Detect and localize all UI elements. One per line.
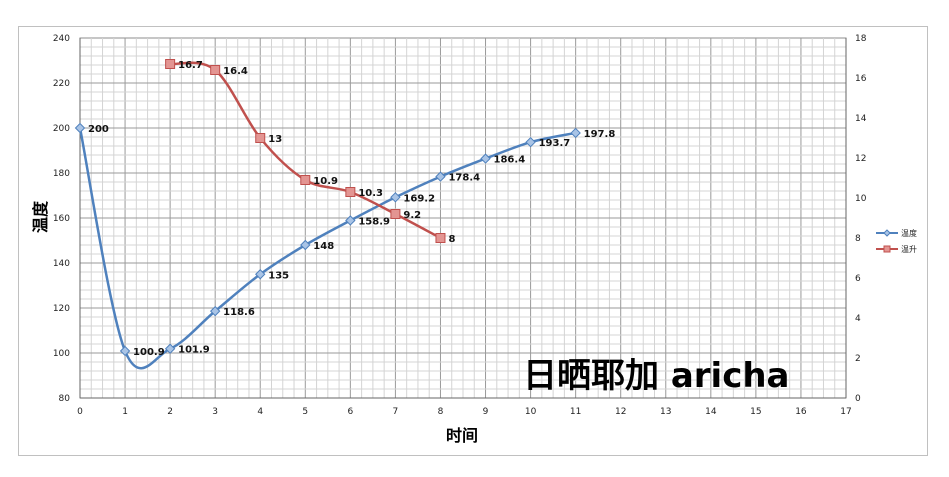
x-tick-label: 12 bbox=[615, 407, 626, 417]
temp-rise-point bbox=[345, 187, 356, 197]
temp-rise-data-label: 16.4 bbox=[223, 66, 248, 77]
temp-rise-point bbox=[435, 233, 446, 243]
y-tick-label: 180 bbox=[53, 169, 70, 179]
temperature-point bbox=[345, 215, 356, 226]
temperature-point bbox=[74, 122, 86, 134]
y-tick-label: 200 bbox=[53, 124, 70, 134]
y2-tick-label: 16 bbox=[855, 74, 867, 84]
y2-tick-label: 4 bbox=[855, 314, 861, 324]
x-tick-label: 2 bbox=[167, 407, 173, 417]
temperature-point bbox=[390, 192, 401, 203]
x-tick-label: 11 bbox=[570, 407, 581, 417]
y2-tick-label: 8 bbox=[855, 234, 861, 244]
chart-frame: 0 1 2 3 4 5 6 7 8 9 10 11 12 13 14 15 16 17 80 100 120 140 160… bbox=[18, 26, 928, 456]
y-tick-label: 120 bbox=[53, 304, 70, 314]
temperature-data-label: 135 bbox=[268, 270, 289, 281]
temp-rise-point bbox=[390, 209, 401, 219]
x-tick-label: 13 bbox=[660, 407, 671, 417]
temperature-point bbox=[300, 239, 311, 251]
temp-rise-data-label: 10.3 bbox=[358, 188, 383, 199]
temp-rise-data-label: 10.9 bbox=[313, 176, 338, 187]
x-tick-label: 8 bbox=[438, 407, 444, 417]
temp-rise-point bbox=[300, 175, 311, 185]
temperature-data-label: 158.9 bbox=[358, 216, 390, 227]
temperature-point bbox=[570, 127, 581, 139]
legend-label-temp-rise: 温升 bbox=[901, 245, 917, 254]
y-axis-label: 温度 bbox=[31, 200, 50, 234]
temperature-point bbox=[480, 153, 491, 164]
y-tick-label: 80 bbox=[59, 394, 71, 404]
temp-rise-point bbox=[255, 133, 266, 143]
temperature-data-label: 101.9 bbox=[178, 345, 210, 356]
y-tick-label: 220 bbox=[53, 79, 70, 89]
y-tick-label: 240 bbox=[53, 34, 70, 44]
temperature-data-label: 193.7 bbox=[539, 138, 571, 149]
y2-tick-label: 10 bbox=[855, 194, 867, 204]
x-tick-label: 7 bbox=[393, 407, 399, 417]
y2-tick-label: 14 bbox=[855, 114, 867, 124]
temp-rise-data-label: 9.2 bbox=[403, 210, 421, 221]
x-tick-label: 14 bbox=[705, 407, 717, 417]
temp-rise-point bbox=[165, 59, 176, 69]
series-layer bbox=[74, 59, 581, 370]
temperature-data-label: 100.9 bbox=[133, 347, 165, 358]
temperature-data-label: 148 bbox=[313, 241, 334, 252]
x-tick-label: 16 bbox=[795, 407, 807, 417]
y2-tick-label: 18 bbox=[855, 34, 867, 44]
legend-marker-temp-rise bbox=[883, 245, 891, 253]
legend-marker-temperature bbox=[883, 229, 891, 237]
y-tick-label: 140 bbox=[53, 259, 70, 269]
y2-tick-label: 0 bbox=[855, 394, 861, 404]
temp-rise-point bbox=[210, 65, 221, 75]
temperature-point bbox=[525, 136, 536, 148]
legend-label-temperature: 温度 bbox=[901, 228, 917, 238]
temp-rise-data-label: 16.7 bbox=[178, 60, 203, 71]
y-tick-label: 100 bbox=[53, 349, 70, 359]
x-tick-label: 10 bbox=[525, 407, 537, 417]
temperature-data-label: 169.2 bbox=[403, 193, 435, 204]
x-tick-label: 1 bbox=[122, 407, 128, 417]
y2-tick-label: 12 bbox=[855, 154, 866, 164]
x-tick-label: 9 bbox=[483, 407, 489, 417]
line-chart: 0 1 2 3 4 5 6 7 8 9 10 11 12 13 14 15 16 1780100120140160… bbox=[31, 34, 917, 445]
temperature-data-label: 197.8 bbox=[584, 129, 616, 140]
y2-tick-label: 2 bbox=[855, 354, 861, 364]
temperature-point bbox=[164, 343, 176, 354]
temperature-data-label: 178.4 bbox=[448, 173, 480, 184]
x-tick-label: 6 bbox=[347, 407, 353, 417]
x-tick-label: 4 bbox=[257, 407, 263, 417]
temperature-point bbox=[209, 305, 221, 317]
x-axis-label: 时间 bbox=[446, 426, 478, 445]
x-tick-label: 15 bbox=[750, 407, 761, 417]
gridlines bbox=[79, 37, 847, 399]
temperature-point bbox=[435, 171, 446, 182]
temperature-data-label: 186.4 bbox=[494, 155, 526, 166]
temperature-data-label: 118.6 bbox=[223, 307, 255, 318]
x-tick-label: 3 bbox=[212, 407, 218, 417]
watermark-text: 日晒耶加 aricha bbox=[523, 356, 790, 396]
temp-rise-data-label: 8 bbox=[448, 234, 455, 245]
x-tick-label: 17 bbox=[840, 407, 851, 417]
axes: 0 1 2 3 4 5 6 7 8 9 10 11 12 13 14 15 16 1780100120140160… bbox=[53, 34, 867, 417]
x-tick-label: 0 bbox=[77, 407, 83, 417]
x-tick-label: 5 bbox=[302, 407, 308, 417]
temperature-point bbox=[119, 345, 131, 357]
temperature-data-label: 200 bbox=[88, 124, 109, 135]
data-labels: 200 100.9 101.9 118.6 135 148 158.9 169.2 178.4 1… bbox=[88, 60, 615, 358]
y-tick-label: 160 bbox=[53, 214, 70, 224]
y2-tick-label: 6 bbox=[855, 274, 861, 284]
temp-rise-data-label: 13 bbox=[268, 134, 282, 145]
temperature-point bbox=[255, 269, 266, 280]
